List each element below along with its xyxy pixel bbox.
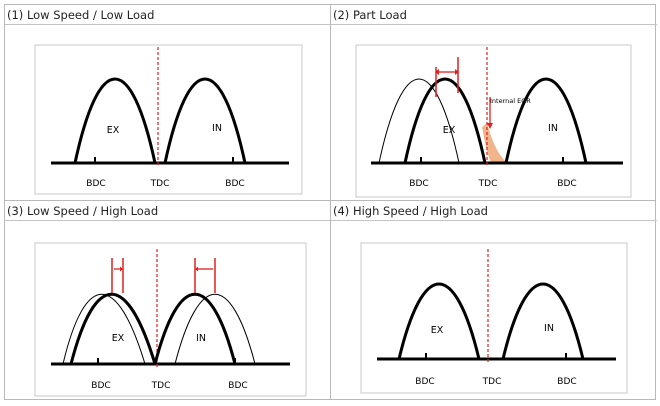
in-label: IN [212, 123, 222, 134]
exhaust-curve-base [62, 294, 146, 365]
plot-frame [360, 242, 628, 394]
bdc-label-left: BDC [91, 381, 110, 391]
exhaust-curve-base [378, 78, 460, 164]
title-rule [331, 220, 657, 221]
bdc-label-right: BDC [228, 381, 247, 391]
bdc-label-right: BDC [225, 179, 244, 189]
plot-frame [355, 44, 632, 198]
title-rule [331, 24, 657, 25]
panel-low-speed-low-load: (1) Low Speed / Low Load EX IN BDC TDC B… [5, 5, 330, 200]
ex-label: EX [112, 333, 125, 344]
panel-high-speed-high-load: (4) High Speed / High Load EX IN BDC TDC… [331, 201, 657, 401]
panel-title: (2) Part Load [333, 8, 407, 22]
panel-low-speed-high-load: (3) Low Speed / High Load EX IN BDC TDC … [5, 201, 330, 401]
in-label: IN [544, 323, 554, 334]
exhaust-curve [397, 282, 481, 360]
diagram-grid: (1) Low Speed / Low Load EX IN BDC TDC B… [4, 4, 657, 401]
shift-arrow-tail [435, 69, 439, 75]
in-label: IN [548, 123, 558, 134]
ex-label: EX [107, 125, 120, 136]
bdc-label-right: BDC [557, 179, 576, 189]
title-rule [5, 220, 330, 221]
ex-label: EX [431, 325, 444, 336]
plot-frame [34, 44, 303, 195]
intake-curve-advanced [153, 293, 237, 365]
panel-title: (1) Low Speed / Low Load [7, 8, 155, 22]
panel-title: (4) High Speed / High Load [333, 204, 488, 218]
in-label: IN [196, 333, 206, 344]
valve-lift-diagram: EX IN BDC TDC BDC [34, 242, 307, 397]
internal-egr-label: Internal EGR [490, 97, 531, 105]
grid-divider-vertical [330, 5, 331, 399]
grid-divider-horizontal [5, 200, 655, 201]
tdc-label: TDC [150, 179, 170, 189]
plot-frame [34, 242, 307, 397]
tdc-label: TDC [482, 377, 502, 387]
intake-curve [504, 77, 588, 164]
tdc-label: TDC [478, 179, 498, 189]
title-rule [5, 24, 330, 25]
egr-pointer-head [487, 123, 493, 129]
valve-lift-diagram: EX IN BDC TDC BDC [34, 44, 303, 195]
intake-curve [163, 77, 247, 164]
valve-lift-diagram: EX IN BDC TDC BDC [360, 242, 628, 394]
bdc-label-right: BDC [557, 377, 576, 387]
panel-title: (3) Low Speed / High Load [7, 204, 159, 218]
shift-arrow-head [455, 69, 459, 75]
exhaust-curve [73, 77, 157, 164]
ex-label: EX [443, 125, 456, 136]
panel-part-load: (2) Part Load Internal EGR EX IN BDC TDC… [331, 5, 657, 200]
valve-lift-diagram: Internal EGR EX IN BDC TDC BDC [355, 44, 632, 198]
intake-curve-base [174, 294, 256, 365]
bdc-label-left: BDC [415, 377, 434, 387]
tdc-label: TDC [151, 381, 171, 391]
bdc-label-left: BDC [409, 179, 428, 189]
internal-egr-area [482, 123, 507, 163]
shift-arrow-ex-head [120, 266, 123, 272]
intake-curve [501, 282, 585, 360]
bdc-label-left: BDC [86, 179, 105, 189]
exhaust-curve-retarded [403, 77, 487, 164]
shift-arrow-in-head [195, 266, 198, 272]
exhaust-curve-shifted [69, 292, 157, 365]
